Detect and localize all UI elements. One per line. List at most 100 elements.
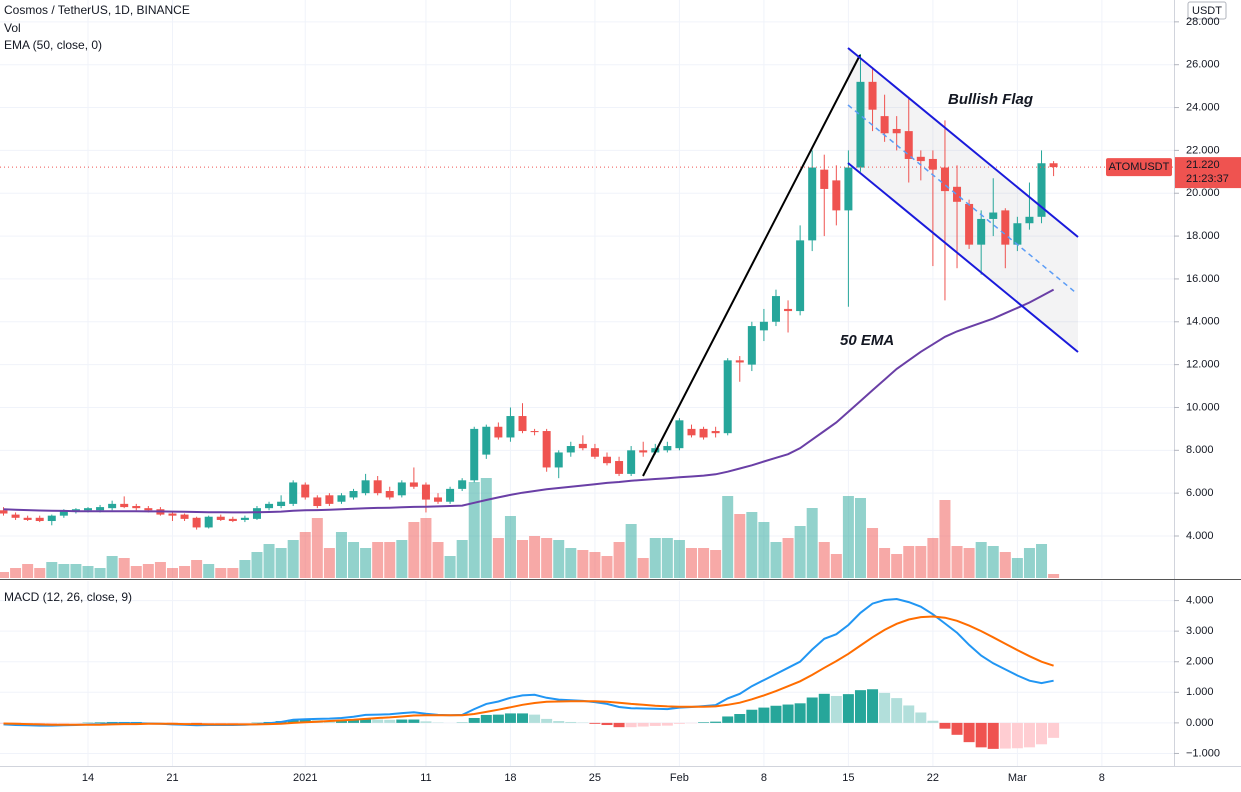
volume-bar: [456, 540, 468, 578]
candle-body: [144, 508, 153, 511]
candle-body: [361, 480, 370, 494]
candle-body: [977, 218, 986, 245]
volume-bar: [625, 524, 637, 578]
volume-bar: [348, 542, 360, 578]
candle-body: [723, 360, 732, 434]
y-tick-label: 26.000: [1186, 59, 1220, 71]
channel-bottom: [847, 162, 1079, 353]
volume-bar: [275, 548, 287, 578]
chart-title: Cosmos / TetherUS, 1D, BINANCE: [4, 3, 190, 17]
symbol-label: ATOMUSDT: [1109, 161, 1170, 173]
candle-body: [928, 158, 937, 170]
histogram-bar: [758, 707, 770, 723]
volume-bar: [685, 548, 697, 578]
histogram-bar: [335, 720, 347, 723]
histogram-bar: [372, 719, 384, 723]
candle-body: [735, 360, 744, 363]
x-tick-label: 2021: [293, 772, 317, 784]
axes: 4.000 6.000 8.000 10.000 12.000 14.000 16.000 1…: [82, 16, 1241, 784]
y-tick-label: 28.000: [1186, 16, 1220, 28]
candle-body: [820, 169, 829, 189]
histogram-bar: [770, 705, 782, 723]
candle-body: [832, 180, 841, 211]
candle-body: [542, 431, 551, 468]
histogram-bar: [287, 719, 299, 723]
volume-bar: [939, 500, 951, 578]
ema-line: [3, 288, 1055, 514]
candle-body: [784, 308, 793, 312]
y-tick-label: 24.000: [1186, 101, 1220, 113]
histogram-bar: [794, 703, 806, 723]
histogram-bar: [227, 722, 239, 724]
histogram-bar: [830, 695, 842, 723]
histogram-bar: [661, 722, 673, 726]
y-tick-label: −1.000: [1186, 747, 1220, 759]
currency[interactable]: USDT: [1192, 5, 1222, 17]
candle-body: [108, 503, 117, 509]
histogram-bar: [565, 721, 577, 723]
volume-bar: [142, 564, 154, 578]
histogram-bar: [348, 719, 360, 723]
candle-body: [1025, 216, 1034, 224]
volume-bar: [637, 558, 649, 578]
histogram-bar: [710, 721, 722, 723]
volume-bar: [384, 542, 396, 578]
histogram-bar: [553, 721, 565, 723]
countdown-label: 21:23:37: [1186, 173, 1229, 185]
y-tick-label: 14.000: [1186, 316, 1220, 328]
volume-bar: [710, 550, 722, 578]
candle-body: [578, 443, 587, 449]
histogram-bar: [468, 717, 480, 723]
x-tick-label: 18: [504, 772, 516, 784]
candle-body: [349, 491, 358, 498]
volume-bar: [529, 536, 541, 578]
x-tick-label: 14: [82, 772, 94, 784]
volume-bar: [589, 552, 601, 578]
candle-body: [397, 482, 406, 496]
histogram-bar: [951, 722, 963, 735]
x-tick-label: 11: [420, 772, 431, 784]
candle-body: [699, 428, 708, 438]
candle-body: [240, 517, 249, 520]
y-tick-label: 18.000: [1186, 230, 1220, 242]
candle-body: [747, 326, 756, 365]
histogram-bar: [203, 722, 215, 724]
annotation: 50 EMA: [840, 332, 894, 349]
y-tick-label: 12.000: [1186, 359, 1220, 371]
volume-bar: [58, 564, 70, 578]
histogram-bar: [673, 722, 685, 724]
volume-bar: [613, 542, 625, 578]
candle-body: [554, 452, 563, 468]
histogram-bar: [420, 721, 432, 723]
histogram-bar: [58, 722, 70, 724]
histogram-bar: [384, 719, 396, 723]
histogram-bar: [987, 722, 999, 749]
candle-body: [518, 416, 527, 432]
candle-body: [615, 461, 624, 474]
currency-box[interactable]: [1187, 1, 1227, 20]
y-tick-label: 4.000: [1186, 530, 1214, 542]
candle-body: [916, 156, 925, 162]
volume-bar: [854, 498, 866, 578]
y-tick-label: 4.000: [1186, 594, 1214, 606]
histogram-bar: [746, 709, 758, 723]
signal-line: [3, 615, 1054, 726]
histogram-bar: [589, 722, 601, 724]
y-tick-label: 1.000: [1186, 686, 1214, 698]
volume-bar: [106, 556, 118, 578]
volume-bar: [698, 548, 710, 578]
histogram-bar: [529, 714, 541, 723]
volume-bar: [227, 568, 239, 578]
candle-body: [868, 81, 877, 110]
x-tick-label: Mar: [1008, 772, 1027, 784]
candle-body: [711, 431, 720, 434]
candle-body: [953, 186, 962, 202]
y-tick-label: 10.000: [1186, 401, 1220, 413]
candle-body: [301, 484, 310, 498]
candle-body: [506, 416, 515, 438]
volume-bar: [130, 566, 142, 578]
candle-body: [771, 296, 780, 322]
volume-bar: [673, 540, 685, 578]
